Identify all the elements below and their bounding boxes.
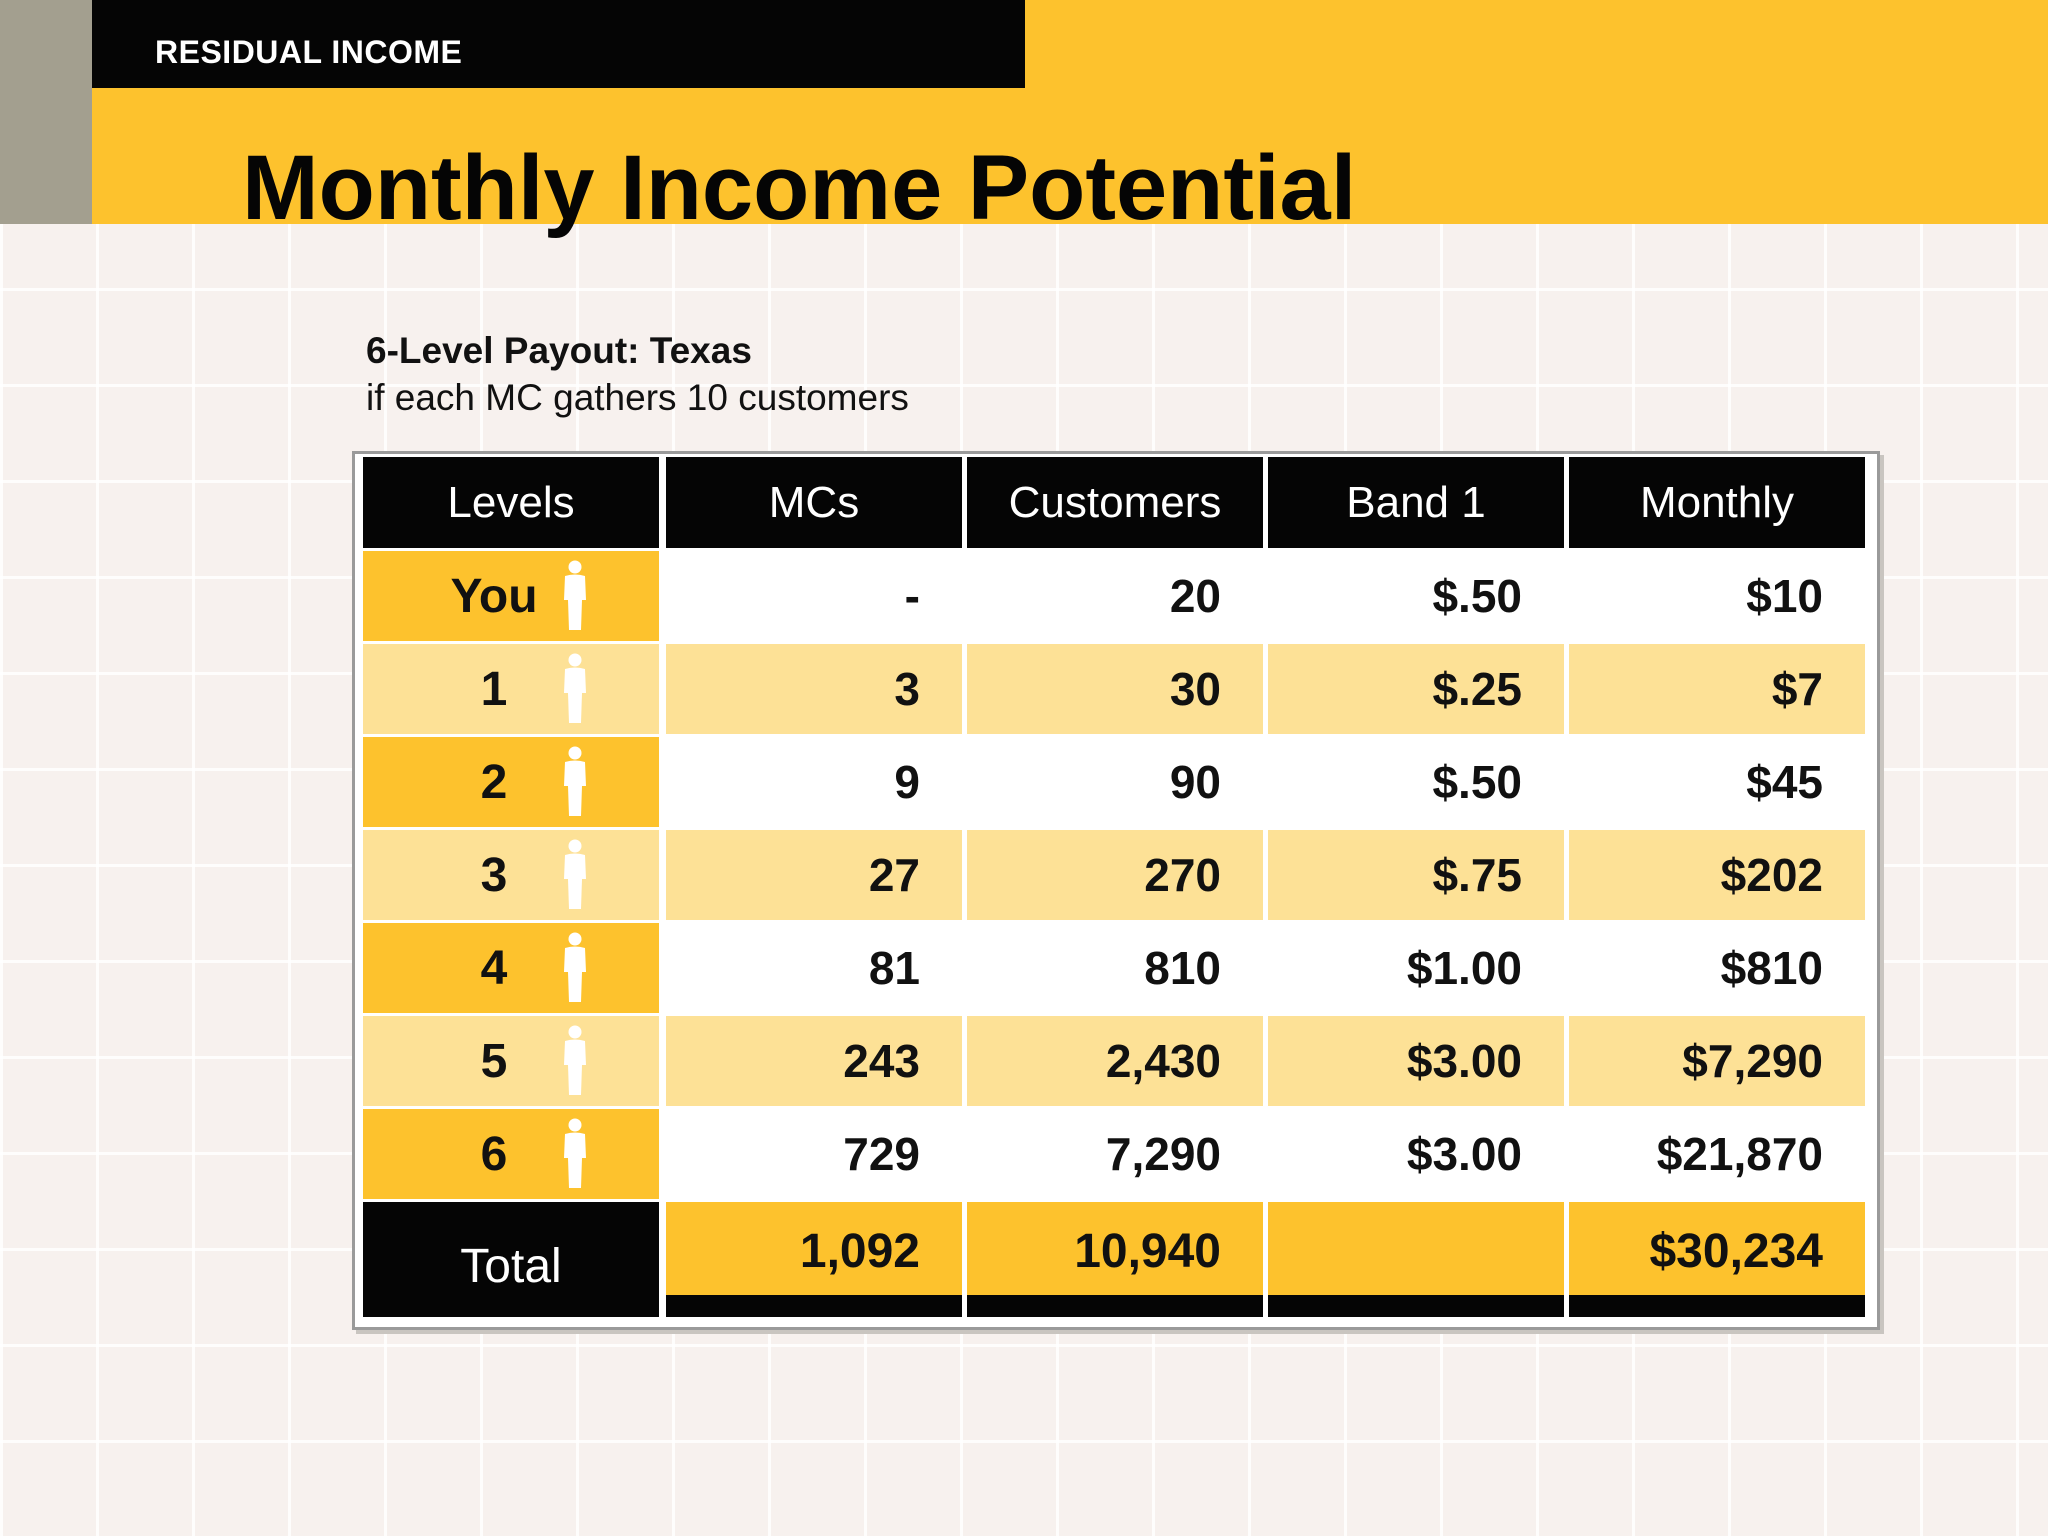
level-cell: 4	[363, 923, 659, 1013]
page-title: Monthly Income Potential	[242, 137, 1357, 239]
mcs-cell: 3	[666, 644, 962, 734]
total-label: Total	[363, 1202, 659, 1317]
monthly-cell: $202	[1569, 830, 1865, 920]
band-cell: $1.00	[1268, 923, 1564, 1013]
band-cell: $.25	[1268, 644, 1564, 734]
monthly-cell: $810	[1569, 923, 1865, 1013]
total-monthly: $30,234	[1569, 1202, 1865, 1317]
level-label: 4	[480, 941, 508, 995]
monthly-cell: $10	[1569, 551, 1865, 641]
band-cell: $.75	[1268, 830, 1564, 920]
mcs-cell: 729	[666, 1109, 962, 1199]
level-label: 2	[480, 755, 508, 809]
mcs-cell: 27	[666, 830, 962, 920]
mcs-cell: 81	[666, 923, 962, 1013]
monthly-cell: $7,290	[1569, 1016, 1865, 1106]
section-tab	[92, 0, 1025, 88]
level-cell: 1	[363, 644, 659, 734]
section-label: RESIDUAL INCOME	[155, 34, 463, 70]
level-cell: You	[363, 551, 659, 641]
level-cell: 5	[363, 1016, 659, 1106]
level-cell: 2	[363, 737, 659, 827]
mcs-cell: 243	[666, 1016, 962, 1106]
header-band: Band 1	[1268, 457, 1564, 548]
person-icon	[564, 839, 586, 909]
band-cell: $.50	[1268, 737, 1564, 827]
person-icon	[564, 1025, 586, 1095]
customers-cell: 270	[967, 830, 1263, 920]
mcs-cell: -	[666, 551, 962, 641]
header-mcs: MCs	[666, 457, 962, 548]
customers-cell: 810	[967, 923, 1263, 1013]
band-cell: $3.00	[1268, 1016, 1564, 1106]
level-label: 6	[480, 1127, 508, 1181]
level-cell: 6	[363, 1109, 659, 1199]
table-subtitle: 6-Level Payout: Texas	[366, 330, 752, 371]
person-icon	[564, 653, 586, 723]
income-table: Levels MCs Customers Band 1 Monthly You -20 $.5…	[352, 451, 1880, 1330]
customers-cell: 20	[967, 551, 1263, 641]
customers-cell: 30	[967, 644, 1263, 734]
level-label: 3	[480, 848, 508, 902]
monthly-cell: $7	[1569, 644, 1865, 734]
level-label: 5	[480, 1034, 508, 1088]
customers-cell: 7,290	[967, 1109, 1263, 1199]
table-caption: if each MC gathers 10 customers	[366, 377, 909, 418]
header-monthly: Monthly	[1569, 457, 1865, 548]
level-label: You	[450, 569, 538, 623]
person-icon	[564, 560, 586, 630]
person-icon	[564, 932, 586, 1002]
customers-cell: 2,430	[967, 1016, 1263, 1106]
monthly-cell: $45	[1569, 737, 1865, 827]
person-icon	[564, 746, 586, 816]
band-cell: $3.00	[1268, 1109, 1564, 1199]
left-gray-bar	[0, 0, 92, 224]
mcs-cell: 9	[666, 737, 962, 827]
monthly-cell: $21,870	[1569, 1109, 1865, 1199]
header-levels: Levels	[363, 457, 659, 548]
total-band	[1268, 1202, 1564, 1317]
total-customers: 10,940	[967, 1202, 1263, 1317]
header-customers: Customers	[967, 457, 1263, 548]
total-mcs: 1,092	[666, 1202, 962, 1317]
level-label: 1	[480, 662, 508, 716]
level-cell: 3	[363, 830, 659, 920]
band-cell: $.50	[1268, 551, 1564, 641]
customers-cell: 90	[967, 737, 1263, 827]
person-icon	[564, 1118, 586, 1188]
